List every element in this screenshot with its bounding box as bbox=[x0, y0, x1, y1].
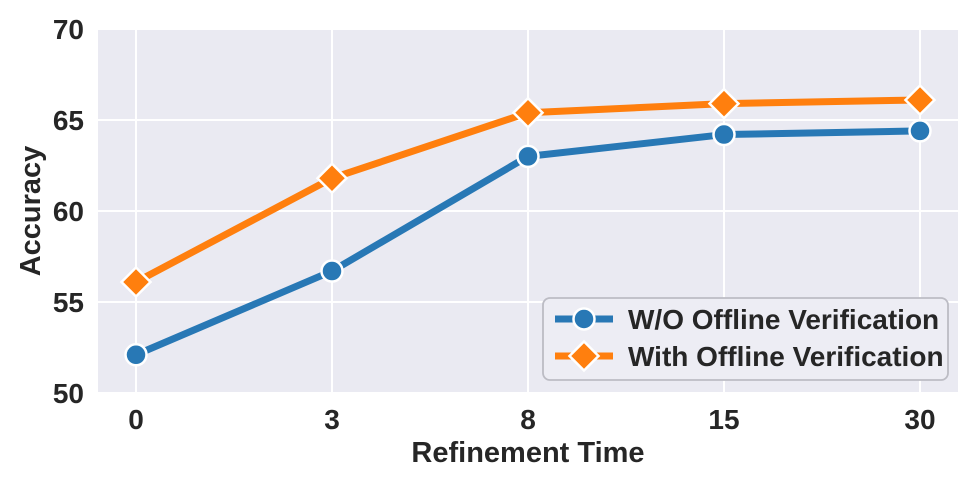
data-point-x8 bbox=[511, 96, 545, 129]
y-axis-label: Accuracy bbox=[15, 146, 47, 277]
data-point-x15 bbox=[707, 87, 741, 120]
series-wo-offline-verification bbox=[124, 119, 932, 367]
legend: W/O Offline Verification With Offline Ver… bbox=[542, 297, 949, 381]
data-point-x0 bbox=[124, 343, 148, 367]
series-with-offline-verification bbox=[119, 83, 937, 299]
legend-frame bbox=[542, 297, 949, 381]
data-point-x30 bbox=[908, 119, 932, 143]
y-tick-label-50: 50 bbox=[53, 378, 84, 409]
x-tick-label-3: 3 bbox=[324, 404, 340, 435]
y-tick-label-70: 70 bbox=[53, 14, 84, 45]
legend-label: With Offline Verification bbox=[628, 341, 944, 372]
x-tick-label-15: 15 bbox=[708, 404, 739, 435]
data-point-x0 bbox=[119, 265, 153, 299]
y-tick-label-60: 60 bbox=[53, 196, 84, 227]
data-point-x8 bbox=[516, 144, 540, 169]
x-tick-label-8: 8 bbox=[520, 404, 536, 435]
data-point-x3 bbox=[315, 161, 349, 195]
legend-diamond-marker-icon bbox=[567, 339, 601, 373]
legend-circle-marker-icon bbox=[572, 307, 596, 331]
data-point-x3 bbox=[320, 259, 344, 283]
x-tick-label-30: 30 bbox=[904, 404, 935, 435]
y-tick-label-65: 65 bbox=[53, 105, 84, 136]
data-point-x15 bbox=[712, 122, 736, 147]
legend-item-0: W/O Offline Verification bbox=[555, 304, 939, 335]
legend-label: W/O Offline Verification bbox=[628, 304, 939, 335]
x-axis-label: Refinement Time bbox=[411, 437, 644, 469]
y-tick-label-55: 55 bbox=[53, 287, 84, 318]
x-tick-label-0: 0 bbox=[128, 404, 144, 435]
legend-item-1: With Offline Verification bbox=[555, 339, 944, 373]
data-point-x30 bbox=[903, 83, 937, 117]
